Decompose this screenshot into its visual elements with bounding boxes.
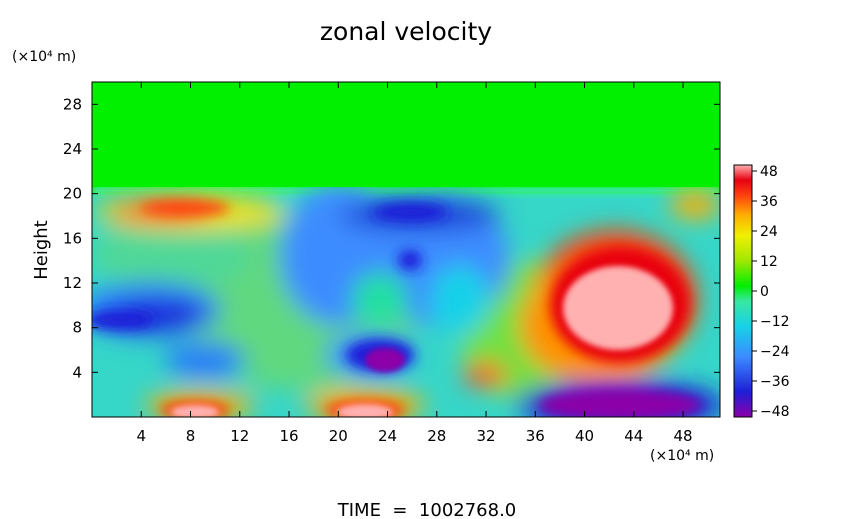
colorbar-ticks: 48 36 24 12 0 −12 −24 −36 −48 [752, 164, 790, 420]
x-tick-label: 16 [279, 427, 298, 445]
y-tick-label: 16 [63, 229, 82, 247]
chart-title: zonal velocity [320, 17, 492, 46]
colorbar-tick-label: 36 [760, 194, 778, 210]
colorbar-gradient [733, 164, 753, 418]
y-tick-label: 28 [63, 95, 82, 113]
colorbar: 48 36 24 12 0 −12 −24 −36 −48 [733, 164, 790, 420]
y-tick-label: 12 [63, 274, 82, 292]
y-tick-label: 4 [72, 363, 82, 381]
x-tick-label: 20 [329, 427, 348, 445]
x-axis-ticks: 4 8 12 16 20 24 28 32 36 40 44 48 [136, 82, 693, 445]
colorbar-tick-label: 0 [760, 284, 769, 300]
colorbar-tick-label: 24 [760, 224, 778, 240]
colorbar-tick-label: −12 [760, 314, 790, 330]
y-axis-ticks: 4 8 12 16 20 24 28 [63, 95, 720, 381]
y-unit-label: (×10⁴ m) [12, 49, 76, 65]
x-tick-label: 44 [624, 427, 643, 445]
x-tick-label: 40 [575, 427, 594, 445]
time-footer: TIME = 1002768.0 [337, 500, 517, 519]
x-tick-label: 28 [427, 427, 446, 445]
y-tick-label: 20 [63, 185, 82, 203]
y-tick-label: 8 [72, 319, 82, 337]
x-tick-label: 12 [230, 427, 249, 445]
colorbar-tick-label: 12 [760, 254, 778, 270]
heatmap-field [92, 82, 720, 417]
colorbar-tick-label: −48 [760, 404, 790, 420]
colorbar-tick-label: −24 [760, 344, 790, 360]
x-tick-label: 4 [136, 427, 146, 445]
x-tick-label: 48 [674, 427, 693, 445]
y-tick-label: 24 [63, 140, 82, 158]
x-unit-label: (×10⁴ m) [650, 448, 714, 464]
colorbar-tick-label: 48 [760, 164, 778, 180]
plot-frame [91, 81, 721, 418]
x-tick-label: 24 [378, 427, 397, 445]
x-tick-label: 36 [526, 427, 545, 445]
x-tick-label: 8 [186, 427, 196, 445]
x-tick-label: 32 [476, 427, 495, 445]
y-axis-label: Height [31, 220, 52, 280]
colorbar-tick-label: −36 [760, 374, 790, 390]
